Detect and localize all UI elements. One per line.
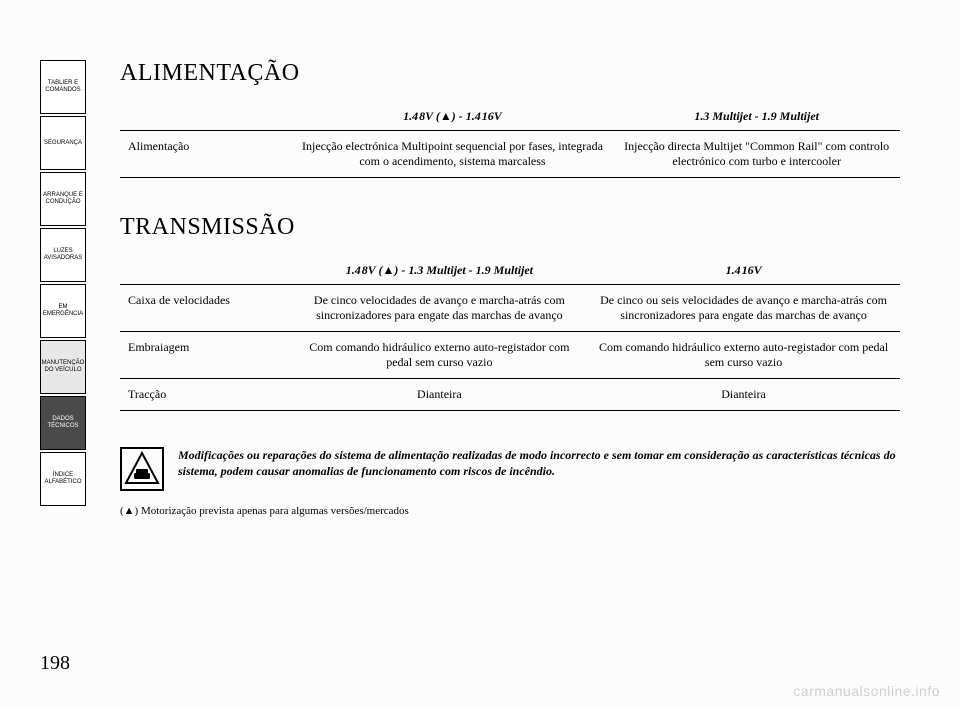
col-header: 1.4 8V (▲) - 1.3 Multijet - 1.9 Multijet bbox=[292, 257, 588, 285]
cell: De cinco velocidades de avanço e marcha-… bbox=[292, 285, 588, 332]
tab-label: MANUTENÇÃO DO VEÍCULO bbox=[42, 360, 85, 373]
tab-luzes[interactable]: LUZES AVISADORAS bbox=[40, 228, 86, 282]
table-row: Caixa de velocidades De cinco velocidade… bbox=[120, 285, 900, 332]
manual-page: TABLIER E COMANDOS SEGURANÇA ARRANQUE E … bbox=[0, 0, 960, 709]
page-number: 198 bbox=[40, 652, 70, 675]
cell: Dianteira bbox=[587, 379, 900, 411]
sidebar-tabs: TABLIER E COMANDOS SEGURANÇA ARRANQUE E … bbox=[40, 60, 86, 506]
warning-block: Modificações ou reparações do sistema de… bbox=[120, 447, 900, 491]
tab-label: SEGURANÇA bbox=[44, 140, 82, 147]
cell: Com comando hidráulico externo auto-regi… bbox=[587, 332, 900, 379]
row-label: Alimentação bbox=[120, 131, 292, 178]
table-transmissao: 1.4 8V (▲) - 1.3 Multijet - 1.9 Multijet… bbox=[120, 257, 900, 411]
warning-text: Modificações ou reparações do sistema de… bbox=[178, 447, 900, 479]
cell: Com comando hidráulico externo auto-regi… bbox=[292, 332, 588, 379]
watermark: carmanualsonline.info bbox=[793, 683, 940, 699]
row-label: Caixa de velocidades bbox=[120, 285, 292, 332]
tab-label: LUZES AVISADORAS bbox=[43, 248, 83, 261]
section-title-alimentacao: ALIMENTAÇÃO bbox=[120, 60, 900, 87]
section-title-transmissao: TRANSMISSÃO bbox=[120, 214, 900, 241]
table-corner bbox=[120, 257, 292, 285]
table-row: Tracção Dianteira Dianteira bbox=[120, 379, 900, 411]
cell: Injecção directa Multijet "Common Rail" … bbox=[613, 131, 900, 178]
tab-emergencia[interactable]: EM EMERGÊNCIA bbox=[40, 284, 86, 338]
tab-label: DADOS TÉCNICOS bbox=[43, 416, 83, 429]
tab-label: ARRANQUE E CONDUÇÃO bbox=[43, 192, 83, 205]
table-row: Embraiagem Com comando hidráulico extern… bbox=[120, 332, 900, 379]
tab-dados-tecnicos[interactable]: DADOS TÉCNICOS bbox=[40, 396, 86, 450]
tab-seguranca[interactable]: SEGURANÇA bbox=[40, 116, 86, 170]
warning-car-icon bbox=[120, 447, 164, 491]
footnote: (▲) Motorização prevista apenas para alg… bbox=[120, 505, 900, 517]
cell: Dianteira bbox=[292, 379, 588, 411]
cell: De cinco ou seis velocidades de avanço e… bbox=[587, 285, 900, 332]
table-row: Alimentação Injecção electrónica Multipo… bbox=[120, 131, 900, 178]
table-corner bbox=[120, 103, 292, 131]
tab-indice[interactable]: ÍNDICE ALFABÉTICO bbox=[40, 452, 86, 506]
row-label: Embraiagem bbox=[120, 332, 292, 379]
tab-arranque[interactable]: ARRANQUE E CONDUÇÃO bbox=[40, 172, 86, 226]
tab-label: TABLIER E COMANDOS bbox=[43, 80, 83, 93]
table-alimentacao: 1.4 8V (▲) - 1.4 16V 1.3 Multijet - 1.9 … bbox=[120, 103, 900, 178]
col-header: 1.4 8V (▲) - 1.4 16V bbox=[292, 103, 614, 131]
cell: Injecção electrónica Multipoint sequenci… bbox=[292, 131, 614, 178]
row-label: Tracção bbox=[120, 379, 292, 411]
col-header: 1.3 Multijet - 1.9 Multijet bbox=[613, 103, 900, 131]
tab-manutencao[interactable]: MANUTENÇÃO DO VEÍCULO bbox=[40, 340, 86, 394]
tab-tablier[interactable]: TABLIER E COMANDOS bbox=[40, 60, 86, 114]
tab-label: EM EMERGÊNCIA bbox=[43, 304, 83, 317]
tab-label: ÍNDICE ALFABÉTICO bbox=[43, 472, 83, 485]
col-header: 1.4 16V bbox=[587, 257, 900, 285]
